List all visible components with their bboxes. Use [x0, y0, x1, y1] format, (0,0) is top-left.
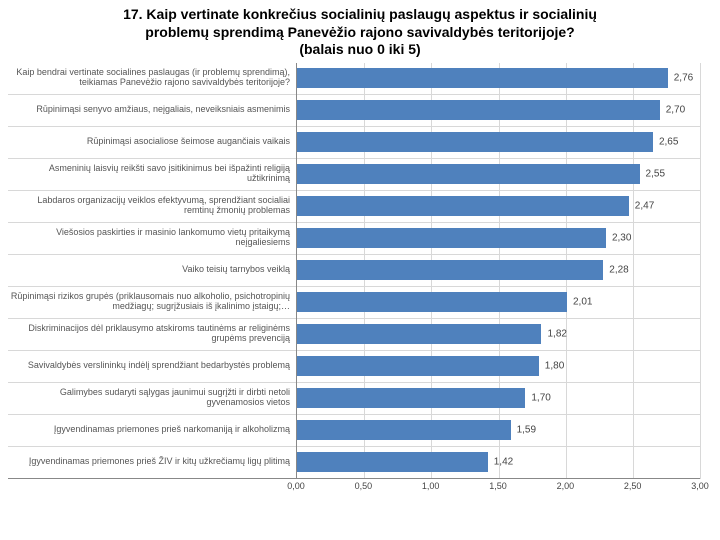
bar-value-label: 2,28 — [609, 265, 628, 276]
category-label: Vaiko teisių tarnybos veiklą — [8, 255, 296, 287]
bar-row: 2,65 — [297, 127, 700, 159]
bar-value-label: 2,65 — [659, 137, 678, 148]
bar: 2,65 — [297, 132, 653, 152]
bar-value-label: 1,82 — [547, 329, 566, 340]
bar-value-label: 2,70 — [666, 105, 685, 116]
bar: 2,28 — [297, 260, 603, 280]
category-label: Rūpinimąsi asocialiose šeimose augančiai… — [8, 127, 296, 159]
bar-row: 2,55 — [297, 159, 700, 191]
bar-value-label: 2,76 — [674, 73, 693, 84]
category-label: Viešosios paskirties ir masinio lankomum… — [8, 223, 296, 255]
category-label: Diskriminacijos dėl priklausymo atskirom… — [8, 319, 296, 351]
bar-row: 2,76 — [297, 63, 700, 95]
chart-area: Kaip bendrai vertinate socialines paslau… — [0, 63, 720, 479]
category-label: Galimybes sudaryti sąlygas jaunimui sugr… — [8, 383, 296, 415]
bar-row: 1,42 — [297, 447, 700, 479]
x-axis-tick-label: 0,00 — [287, 481, 305, 491]
category-labels-column: Kaip bendrai vertinate socialines paslau… — [8, 63, 296, 479]
bar-value-label: 2,01 — [573, 297, 592, 308]
category-label: Įgyvendinamas priemones prieš ŽIV ir kit… — [8, 447, 296, 479]
category-label: Įgyvendinamas priemones prieš narkomanij… — [8, 415, 296, 447]
bar-row: 2,70 — [297, 95, 700, 127]
category-label: Asmeninių laisvių reikšti savo įsitikini… — [8, 159, 296, 191]
category-label: Rūpinimąsi senyvo amžiaus, neįgaliais, n… — [8, 95, 296, 127]
gridline — [700, 63, 701, 479]
bar: 2,30 — [297, 228, 606, 248]
x-axis-tick-label: 3,00 — [691, 481, 709, 491]
bar-row: 2,47 — [297, 191, 700, 223]
bar-row: 1,80 — [297, 351, 700, 383]
bar-value-label: 1,70 — [531, 393, 550, 404]
bar: 2,47 — [297, 196, 629, 216]
bar-value-label: 1,80 — [545, 361, 564, 372]
x-axis-tick-label: 0,50 — [355, 481, 373, 491]
title-line-2: problemų sprendimą Panevėžio rajono savi… — [145, 24, 574, 40]
bar: 1,59 — [297, 420, 511, 440]
bar: 1,80 — [297, 356, 539, 376]
plot-area: 2,76 2,70 2,65 2,55 2,47 2,30 2,28 2,01 1,82 1,80… — [296, 63, 700, 479]
bar-row: 2,01 — [297, 287, 700, 319]
bar: 2,01 — [297, 292, 567, 312]
bar: 2,70 — [297, 100, 660, 120]
bar-value-label: 2,55 — [646, 169, 665, 180]
category-label: Savivaldybės verslininkų indėlį sprendži… — [8, 351, 296, 383]
x-axis-tick-label: 1,00 — [422, 481, 440, 491]
bar-value-label: 1,42 — [494, 457, 513, 468]
chart-title: 17. Kaip vertinate konkrečius socialinių… — [0, 0, 720, 63]
bar-value-label: 1,59 — [517, 425, 536, 436]
x-axis-tick-label: 2,00 — [557, 481, 575, 491]
bar-row: 2,28 — [297, 255, 700, 287]
title-line-3: (balais nuo 0 iki 5) — [299, 41, 420, 57]
title-line-1: 17. Kaip vertinate konkrečius socialinių… — [123, 6, 597, 22]
bar-value-label: 2,30 — [612, 233, 631, 244]
bar: 1,82 — [297, 324, 541, 344]
x-axis-tick-label: 1,50 — [489, 481, 507, 491]
bar-row: 1,82 — [297, 319, 700, 351]
category-label: Labdaros organizacijų veiklos efektyvumą… — [8, 191, 296, 223]
bar-row: 2,30 — [297, 223, 700, 255]
bar-row: 1,59 — [297, 415, 700, 447]
bar-value-label: 2,47 — [635, 201, 654, 212]
bar: 1,42 — [297, 452, 488, 472]
bar-row: 1,70 — [297, 383, 700, 415]
bar: 2,76 — [297, 68, 668, 88]
category-label: Rūpinimąsi rizikos grupės (priklausomais… — [8, 287, 296, 319]
bar: 2,55 — [297, 164, 640, 184]
category-label: Kaip bendrai vertinate socialines paslau… — [8, 63, 296, 95]
bar: 1,70 — [297, 388, 525, 408]
x-axis-tick-label: 2,50 — [624, 481, 642, 491]
x-axis-ticks: 0,000,501,001,502,002,503,00 — [296, 479, 700, 497]
